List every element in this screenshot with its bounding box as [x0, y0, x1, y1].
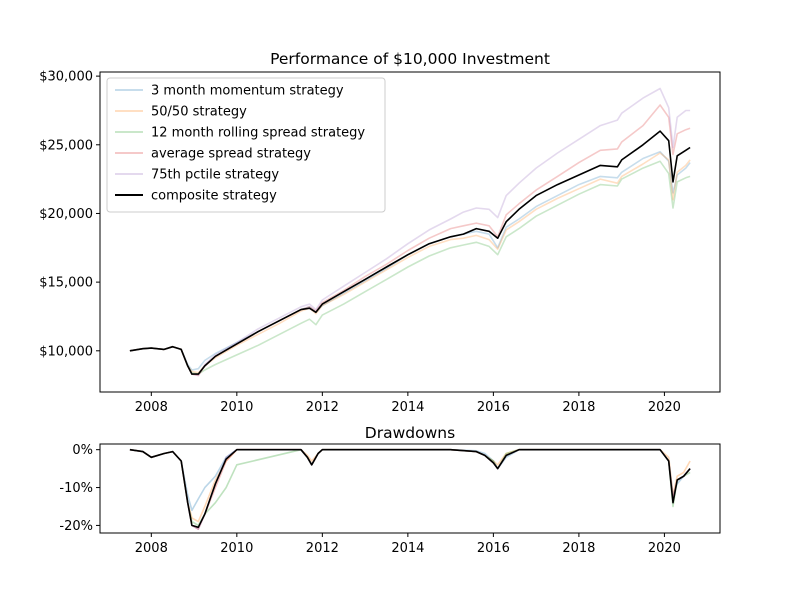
performance-lines — [129, 87, 691, 377]
performance-series-line-6 — [129, 130, 691, 375]
drawdowns-y-axis: 0% -10% -20% — [59, 443, 100, 534]
performance-y-tick-label: $30,000 — [39, 70, 93, 85]
performance-x-tick-label: 2014 — [391, 400, 424, 415]
performance-x-axis: 2008 2010 2012 2014 2016 2018 2020 — [135, 392, 681, 415]
performance-y-tick-label: $10,000 — [39, 344, 93, 359]
performance-x-tick-label: 2020 — [648, 400, 681, 415]
drawdowns-plot-frame — [99, 443, 721, 534]
performance-y-axis: $10,000 $15,000 $20,000 $25,000 $30,000 — [39, 70, 100, 359]
legend-label-2: 50/50 strategy — [151, 105, 247, 120]
performance-legend: 3 month momentum strategy 50/50 strategy 1… — [106, 77, 386, 213]
performance-x-tick-label: 2008 — [135, 400, 168, 415]
legend-label-6: composite strategy — [151, 189, 277, 204]
legend-box — [106, 77, 386, 213]
performance-y-tick-label: $25,000 — [39, 138, 93, 153]
drawdowns-x-tick-label: 2016 — [477, 541, 510, 556]
performance-x-tick-label: 2010 — [220, 400, 253, 415]
drawdowns-y-tick-label: -10% — [59, 481, 93, 496]
drawdowns-lines — [129, 448, 691, 531]
drawdowns-series-line-6 — [129, 448, 691, 529]
drawdowns-x-tick-label: 2010 — [220, 541, 253, 556]
performance-plot-frame — [99, 71, 721, 393]
drawdowns-chart-title: Drawdowns — [365, 424, 455, 442]
drawdowns-x-tick-label: 2014 — [391, 541, 424, 556]
performance-y-tick-label: $20,000 — [39, 207, 93, 222]
performance-chart: Performance of $10,000 Investment 2008 20… — [39, 50, 721, 415]
performance-series-line-2 — [129, 152, 691, 374]
performance-x-tick-label: 2018 — [562, 400, 595, 415]
legend-label-1: 3 month momentum strategy — [151, 84, 344, 99]
drawdowns-chart: Drawdowns 2008 2010 2012 2014 2016 2018 2020 0… — [59, 424, 721, 556]
legend-label-5: 75th pctile strategy — [151, 168, 279, 183]
performance-chart-title: Performance of $10,000 Investment — [270, 50, 550, 68]
performance-y-tick-label: $15,000 — [39, 276, 93, 291]
performance-x-tick-label: 2012 — [306, 400, 339, 415]
drawdowns-x-tick-label: 2008 — [135, 541, 168, 556]
legend-label-3: 12 month rolling spread strategy — [151, 126, 365, 141]
drawdowns-y-tick-label: -20% — [59, 519, 93, 534]
performance-x-tick-label: 2016 — [477, 400, 510, 415]
drawdowns-x-axis: 2008 2010 2012 2014 2016 2018 2020 — [135, 533, 681, 556]
drawdowns-x-tick-label: 2018 — [562, 541, 595, 556]
drawdowns-y-tick-label: 0% — [72, 443, 93, 458]
drawdowns-x-tick-label: 2020 — [648, 541, 681, 556]
legend-label-4: average spread strategy — [151, 147, 311, 162]
drawdowns-x-tick-label: 2012 — [306, 541, 339, 556]
drawdowns-series-line-1 — [129, 448, 691, 512]
